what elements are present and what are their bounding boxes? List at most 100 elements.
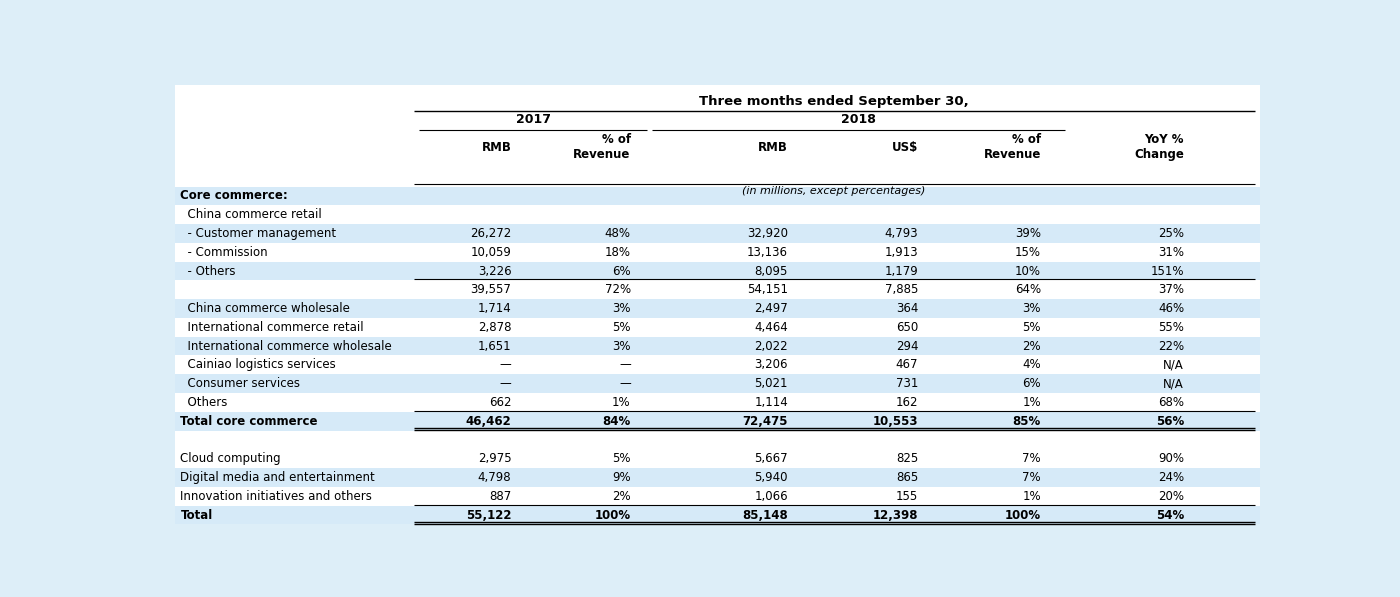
Text: 4%: 4%: [1022, 358, 1040, 371]
Text: Total: Total: [181, 509, 213, 522]
Text: RMB: RMB: [482, 141, 511, 154]
Text: 294: 294: [896, 340, 918, 353]
Text: Cloud computing: Cloud computing: [181, 453, 281, 465]
Text: 2,022: 2,022: [755, 340, 788, 353]
Text: 64%: 64%: [1015, 284, 1040, 296]
Text: 5,021: 5,021: [755, 377, 788, 390]
Text: 46,462: 46,462: [466, 415, 511, 427]
Text: US$: US$: [892, 141, 918, 154]
Text: 12,398: 12,398: [872, 509, 918, 522]
Text: 5,940: 5,940: [755, 471, 788, 484]
Text: 8,095: 8,095: [755, 264, 788, 278]
Text: Innovation initiatives and others: Innovation initiatives and others: [181, 490, 372, 503]
Bar: [175, 337, 1260, 355]
Text: 24%: 24%: [1158, 471, 1184, 484]
Text: N/A: N/A: [1163, 377, 1184, 390]
Text: Consumer services: Consumer services: [181, 377, 301, 390]
Text: China commerce retail: China commerce retail: [181, 208, 322, 221]
Text: 18%: 18%: [605, 246, 630, 259]
Text: 865: 865: [896, 471, 918, 484]
Text: International commerce wholesale: International commerce wholesale: [181, 340, 392, 353]
Text: 48%: 48%: [605, 227, 630, 240]
Text: 2,975: 2,975: [477, 453, 511, 465]
Text: 2%: 2%: [1022, 340, 1040, 353]
Text: 364: 364: [896, 302, 918, 315]
Text: Cainiao logistics services: Cainiao logistics services: [181, 358, 336, 371]
Text: 731: 731: [896, 377, 918, 390]
Text: 2%: 2%: [612, 490, 630, 503]
Text: 1,651: 1,651: [477, 340, 511, 353]
Text: 467: 467: [896, 358, 918, 371]
Text: 72,475: 72,475: [742, 415, 788, 427]
Text: 650: 650: [896, 321, 918, 334]
Text: 3,226: 3,226: [477, 264, 511, 278]
Text: —: —: [619, 358, 630, 371]
Text: 4,793: 4,793: [885, 227, 918, 240]
Text: % of
Revenue: % of Revenue: [983, 134, 1040, 162]
Text: YoY %
Change: YoY % Change: [1134, 134, 1184, 162]
Text: - Others: - Others: [181, 264, 237, 278]
Text: N/A: N/A: [1163, 358, 1184, 371]
Text: 7%: 7%: [1022, 453, 1040, 465]
Bar: [175, 261, 1260, 281]
Text: 15%: 15%: [1015, 246, 1040, 259]
Text: 68%: 68%: [1158, 396, 1184, 409]
Text: 662: 662: [489, 396, 511, 409]
Text: RMB: RMB: [759, 141, 788, 154]
Text: 1%: 1%: [1022, 490, 1040, 503]
Text: Digital media and entertainment: Digital media and entertainment: [181, 471, 375, 484]
Text: 3%: 3%: [1022, 302, 1040, 315]
Text: 1,179: 1,179: [885, 264, 918, 278]
Text: 37%: 37%: [1158, 284, 1184, 296]
Text: 46%: 46%: [1158, 302, 1184, 315]
Text: 55%: 55%: [1158, 321, 1184, 334]
Bar: [175, 506, 1260, 524]
Text: 5%: 5%: [612, 321, 630, 334]
Text: 1%: 1%: [612, 396, 630, 409]
Text: 9%: 9%: [612, 471, 630, 484]
Bar: [175, 243, 1260, 261]
Text: 6%: 6%: [612, 264, 630, 278]
Text: 85,148: 85,148: [742, 509, 788, 522]
Text: 2018: 2018: [841, 113, 876, 127]
Text: 72%: 72%: [605, 284, 630, 296]
Bar: [175, 430, 1260, 450]
Text: - Commission: - Commission: [181, 246, 267, 259]
Bar: [175, 205, 1260, 224]
Text: 32,920: 32,920: [748, 227, 788, 240]
Text: (in millions, except percentages): (in millions, except percentages): [742, 186, 925, 196]
Text: 90%: 90%: [1158, 453, 1184, 465]
Text: 4,464: 4,464: [755, 321, 788, 334]
Bar: [175, 318, 1260, 337]
Text: 100%: 100%: [595, 509, 630, 522]
Bar: [175, 393, 1260, 412]
Bar: [175, 224, 1260, 243]
Text: 22%: 22%: [1158, 340, 1184, 353]
Text: 2,878: 2,878: [477, 321, 511, 334]
Text: 39%: 39%: [1015, 227, 1040, 240]
Text: 25%: 25%: [1158, 227, 1184, 240]
Text: 155: 155: [896, 490, 918, 503]
Bar: [175, 374, 1260, 393]
Text: 3%: 3%: [612, 302, 630, 315]
Text: 56%: 56%: [1156, 415, 1184, 427]
Text: 1%: 1%: [1022, 396, 1040, 409]
Text: 20%: 20%: [1158, 490, 1184, 503]
Text: China commerce wholesale: China commerce wholesale: [181, 302, 350, 315]
Bar: [175, 186, 1260, 205]
Text: 1,913: 1,913: [885, 246, 918, 259]
Text: 13,136: 13,136: [748, 246, 788, 259]
Bar: [175, 355, 1260, 374]
Text: 5%: 5%: [1022, 321, 1040, 334]
Text: 3%: 3%: [612, 340, 630, 353]
Bar: [175, 468, 1260, 487]
Text: Core commerce:: Core commerce:: [181, 189, 288, 202]
Text: 7,885: 7,885: [885, 284, 918, 296]
Text: 3,206: 3,206: [755, 358, 788, 371]
Text: 2017: 2017: [515, 113, 550, 127]
Text: 54,151: 54,151: [748, 284, 788, 296]
Text: 10%: 10%: [1015, 264, 1040, 278]
Text: 85%: 85%: [1012, 415, 1040, 427]
Text: 84%: 84%: [602, 415, 630, 427]
Text: 10,059: 10,059: [470, 246, 511, 259]
